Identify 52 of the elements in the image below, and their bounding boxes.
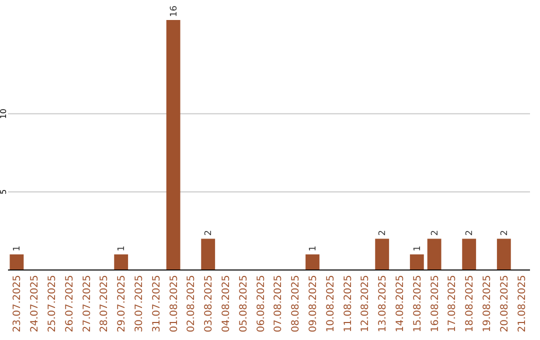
x-tick-label: 19.08.2025 bbox=[482, 275, 493, 332]
bar bbox=[201, 238, 216, 270]
data-label: 1 bbox=[12, 246, 23, 252]
bar bbox=[306, 254, 320, 270]
bar bbox=[10, 254, 24, 270]
data-label: 2 bbox=[500, 230, 510, 236]
x-tick-label: 06.08.2025 bbox=[256, 275, 267, 332]
x-tick-label: 26.07.2025 bbox=[64, 275, 76, 332]
x-tick-label: 14.08.2025 bbox=[395, 275, 406, 332]
x-tick-label: 15.08.2025 bbox=[412, 275, 424, 332]
bar bbox=[375, 238, 390, 270]
x-tick-label: 27.07.2025 bbox=[82, 275, 93, 332]
y-tick-label: 10 bbox=[0, 108, 8, 119]
data-label: 16 bbox=[169, 5, 180, 17]
x-tick-label: 05.08.2025 bbox=[238, 275, 250, 332]
x-tick-label: 03.08.2025 bbox=[204, 275, 215, 332]
x-tick-label: 24.07.2025 bbox=[30, 275, 41, 332]
data-label: 2 bbox=[465, 230, 476, 236]
x-tick-label: 21.08.2025 bbox=[516, 275, 528, 332]
data-label: 2 bbox=[378, 230, 388, 236]
data-label: 1 bbox=[117, 246, 128, 252]
bar bbox=[410, 254, 424, 270]
bar bbox=[166, 20, 180, 270]
data-label: 2 bbox=[204, 230, 214, 236]
x-tick-label: 16.08.2025 bbox=[430, 275, 441, 332]
x-tick-label: 30.07.2025 bbox=[134, 275, 145, 332]
x-tick-label: 31.07.2025 bbox=[151, 275, 162, 332]
x-tick-label: 25.07.2025 bbox=[47, 275, 58, 332]
x-tick-label: 12.08.2025 bbox=[360, 275, 372, 332]
x-tick-label: 18.08.2025 bbox=[464, 275, 476, 332]
data-label: 1 bbox=[412, 246, 423, 252]
bar bbox=[427, 238, 442, 270]
x-tick-label: 01.08.2025 bbox=[168, 275, 180, 332]
x-tick-label: 29.07.2025 bbox=[116, 275, 128, 332]
x-tick-label: 02.08.2025 bbox=[186, 275, 198, 332]
x-tick-label: 23.07.2025 bbox=[12, 275, 24, 332]
x-tick-label: 28.07.2025 bbox=[99, 275, 110, 332]
data-label: 1 bbox=[308, 246, 318, 252]
x-tick-label: 13.08.2025 bbox=[378, 275, 389, 332]
x-tick-label: 17.08.2025 bbox=[447, 275, 458, 332]
x-tick-label: 10.08.2025 bbox=[325, 275, 336, 332]
x-tick-label: 04.08.2025 bbox=[221, 275, 232, 332]
x-tick-label: 20.08.2025 bbox=[499, 275, 510, 332]
x-tick-label: 07.08.2025 bbox=[273, 275, 284, 332]
x-tick-label: 09.08.2025 bbox=[308, 275, 319, 332]
y-tick-label: 5 bbox=[0, 189, 8, 194]
data-label: 2 bbox=[430, 230, 440, 236]
x-tick-label: 08.08.2025 bbox=[290, 275, 302, 332]
bar bbox=[496, 238, 511, 270]
bar bbox=[114, 254, 128, 270]
x-tick-label: 11.08.2025 bbox=[342, 275, 354, 332]
bar bbox=[462, 238, 476, 270]
